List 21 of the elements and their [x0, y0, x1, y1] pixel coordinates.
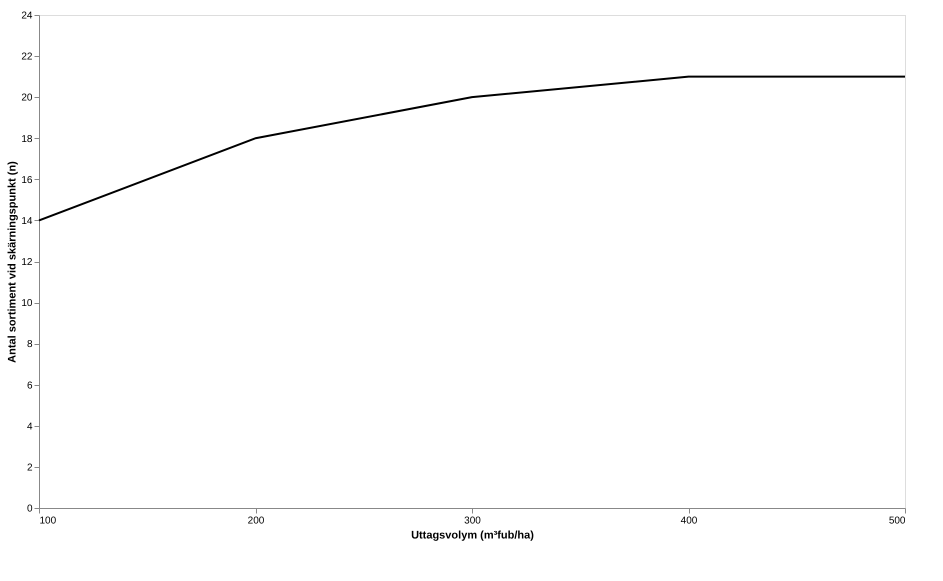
y-tick-label: 8 [26, 339, 33, 350]
y-tick-label: 2 [26, 462, 33, 474]
x-axis-title: Uttagsvolym (m³fub/ha) [411, 530, 534, 542]
y-tick-label: 6 [26, 380, 33, 392]
x-tick-label: 100 [40, 516, 57, 526]
line-series [38, 76, 906, 222]
x-tick-label: 400 [680, 516, 698, 526]
y-axis-title: Antal sortiment vid skärningspunkt (n) [6, 160, 18, 363]
y-tick-label: 24 [21, 10, 33, 22]
y-tick-label: 14 [21, 216, 33, 227]
y-tick-label: 18 [21, 134, 33, 145]
x-tick-label: 500 [888, 516, 906, 526]
y-tick-label: 0 [26, 504, 33, 514]
y-tick-label: 20 [21, 92, 33, 104]
y-tick-label: 10 [21, 298, 33, 310]
y-tick-label: 16 [21, 174, 33, 186]
x-tick-label: 300 [464, 516, 482, 526]
x-tick-label: 200 [248, 516, 265, 526]
y-tick-label: 22 [21, 52, 33, 63]
y-tick-label: 4 [26, 421, 33, 432]
y-tick-label: 12 [21, 257, 33, 268]
